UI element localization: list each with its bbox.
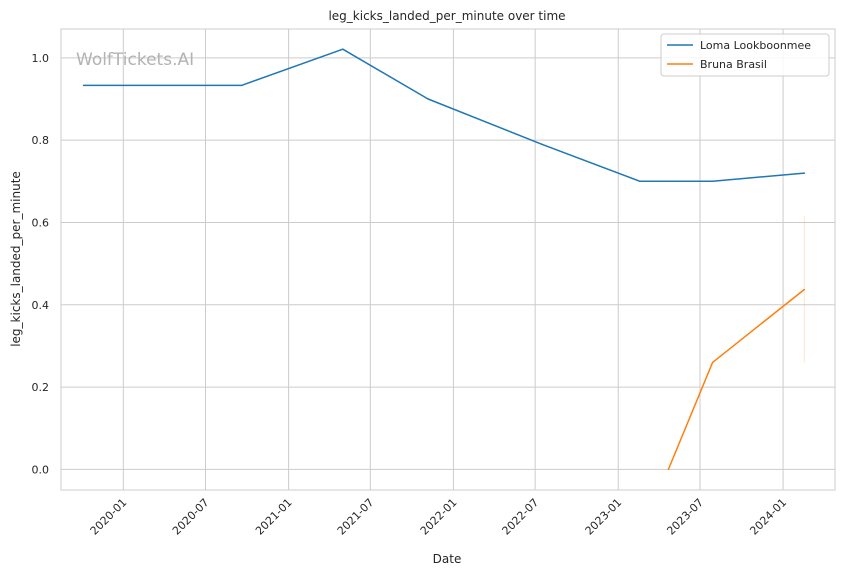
x-tick-label: 2023-01	[583, 496, 625, 538]
x-tick-label: 2022-01	[418, 496, 460, 538]
legend-label-bruna: Bruna Brasil	[700, 58, 767, 71]
data-point	[541, 143, 543, 145]
x-tick-label: 2021-01	[253, 496, 295, 538]
y-axis-title: leg_kicks_landed_per_minute	[9, 171, 23, 347]
y-tick-labels: 0.0 0.2 0.4 0.6 0.8 1.0	[32, 52, 50, 477]
x-tick-label: 2022-07	[500, 496, 542, 538]
legend-box	[660, 33, 830, 77]
y-tick-label: 0.4	[32, 299, 50, 312]
plot-area-frame	[60, 28, 836, 491]
y-tick-label: 0.2	[32, 381, 50, 394]
series-line-1	[667, 288, 805, 470]
x-tick-label: 2020-07	[170, 496, 212, 538]
data-point	[803, 172, 806, 174]
data-point	[82, 84, 85, 87]
x-axis-title: Date	[433, 552, 462, 566]
grid-lines	[61, 29, 835, 490]
y-tick-label: 0.6	[32, 216, 50, 229]
x-tick-label: 2021-07	[335, 496, 377, 538]
series-lines	[82, 48, 806, 471]
data-point	[711, 180, 714, 183]
data-point	[639, 180, 641, 183]
data-point	[427, 98, 429, 100]
x-tick-label: 2024-01	[747, 496, 789, 538]
y-tick-label: 0.0	[32, 463, 50, 476]
y-tick-label: 0.8	[32, 134, 50, 147]
x-tick-labels: 2020-01 2020-07 2021-01 2021-07 2022-01 2022-…	[88, 496, 789, 538]
data-point	[240, 84, 243, 87]
legend-label-loma: Loma Lookboonmee	[700, 39, 811, 52]
x-tick-label: 2023-07	[664, 496, 706, 538]
data-point	[803, 288, 806, 291]
data-point	[711, 361, 714, 364]
y-tick-label: 1.0	[32, 52, 50, 65]
data-point	[342, 48, 344, 50]
legend: Loma Lookboonmee Bruna Brasil	[660, 33, 830, 77]
chart-title: leg_kicks_landed_per_minute over time	[328, 9, 565, 23]
data-point	[667, 468, 670, 471]
x-tick-label: 2020-01	[88, 496, 130, 538]
watermark-text: WolfTickets.AI	[76, 50, 194, 70]
series-line-0	[83, 48, 805, 183]
